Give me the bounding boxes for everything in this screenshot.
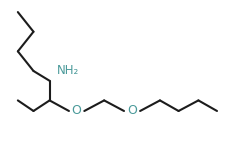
Text: NH₂: NH₂ [57, 64, 79, 77]
Text: O: O [72, 104, 82, 117]
Text: O: O [127, 104, 137, 117]
